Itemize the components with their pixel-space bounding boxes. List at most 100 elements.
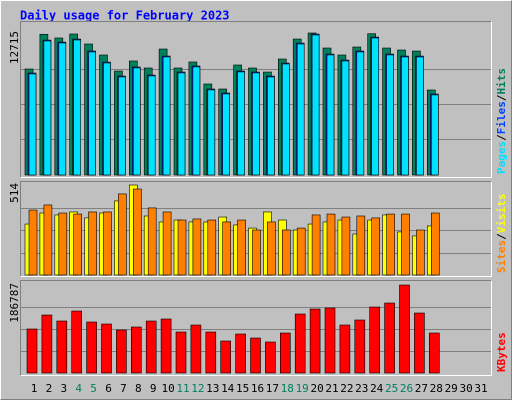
x-tick-label: 7 <box>120 382 127 395</box>
bar <box>222 93 230 176</box>
panel-edge-light <box>20 21 492 178</box>
bar <box>369 306 381 374</box>
panel-edge-light <box>20 181 492 277</box>
bar <box>88 51 96 176</box>
x-tick-label: 19 <box>296 382 309 395</box>
bar <box>281 229 291 276</box>
bar <box>281 63 290 176</box>
bar <box>162 211 172 276</box>
bar <box>326 54 335 176</box>
bar <box>190 324 202 374</box>
bar <box>205 331 217 374</box>
bar <box>311 34 320 176</box>
panel-edge-light <box>20 280 492 376</box>
bar <box>414 312 425 374</box>
x-tick-label: 18 <box>281 382 294 395</box>
panel-edge-dark <box>20 181 492 277</box>
bar <box>192 66 201 176</box>
bar <box>401 213 410 276</box>
x-tick-label: 21 <box>325 382 338 395</box>
x-tick-label: 28 <box>430 382 443 395</box>
x-tick-label: 26 <box>400 382 413 395</box>
bar <box>356 51 365 176</box>
x-tick-label: 30 <box>459 382 472 395</box>
x-tick-label: 13 <box>206 382 219 395</box>
bar <box>207 89 216 176</box>
bar <box>386 54 394 176</box>
bar <box>116 329 127 374</box>
bar <box>162 56 171 176</box>
bar <box>222 221 231 276</box>
x-tick-label: 24 <box>370 382 384 395</box>
bar <box>43 40 52 176</box>
bar <box>267 221 276 276</box>
bar <box>252 229 261 276</box>
x-tick-label: 3 <box>60 382 67 395</box>
bar <box>177 72 186 176</box>
x-tick-label: 25 <box>385 382 398 395</box>
bar <box>133 67 141 176</box>
x-tick-label: 14 <box>221 382 235 395</box>
x-tick-label: 1 <box>31 382 38 395</box>
bar <box>428 332 440 374</box>
x-tick-label: 16 <box>251 382 264 395</box>
x-tick-label: 4 <box>75 382 82 395</box>
bar <box>416 229 425 276</box>
x-tick-label: 27 <box>415 382 428 395</box>
bar <box>354 319 366 374</box>
bar <box>237 219 246 276</box>
bar <box>86 321 97 374</box>
bar <box>71 310 82 374</box>
bar <box>296 227 306 276</box>
bar <box>237 71 245 176</box>
x-tick-label: 29 <box>445 382 458 395</box>
bar <box>324 307 336 374</box>
bar <box>430 212 440 276</box>
bar <box>118 76 126 176</box>
x-tick-label: 5 <box>90 382 97 395</box>
chart-title: Daily usage for February 2023 <box>20 9 230 23</box>
bar <box>103 211 112 276</box>
bar <box>175 331 187 374</box>
bar <box>73 213 82 276</box>
legend: Sites/Visits <box>495 194 508 274</box>
bar <box>267 76 275 176</box>
legend-separator: / <box>495 233 508 240</box>
x-tick-label: 6 <box>105 382 112 395</box>
bar <box>356 215 366 276</box>
bar <box>294 313 306 374</box>
legend-entry: Visits <box>495 194 508 234</box>
bar <box>147 207 157 276</box>
bar <box>118 193 127 276</box>
bar <box>101 323 112 374</box>
bar <box>311 214 321 276</box>
legend-entry: KBytes <box>495 332 508 372</box>
bar <box>386 213 395 276</box>
bar <box>207 219 217 276</box>
x-tick-label: 8 <box>135 382 142 395</box>
bar <box>309 308 321 374</box>
legend-separator: / <box>495 94 508 101</box>
panel-edge-dark <box>20 280 492 376</box>
y-tick-label: 514 <box>8 183 21 203</box>
bar <box>279 332 291 374</box>
bar <box>220 340 231 374</box>
bar <box>26 328 38 374</box>
bar <box>28 209 38 276</box>
legend-separator: / <box>495 134 508 141</box>
bar <box>28 73 37 176</box>
legend-entry: Hits <box>495 68 508 95</box>
bar <box>401 56 409 176</box>
bar <box>371 37 380 176</box>
x-tick-label: 15 <box>236 382 249 395</box>
bar <box>43 204 53 276</box>
y-tick-label: 186787 <box>8 283 21 323</box>
bar <box>250 337 261 374</box>
legend: KBytes <box>495 332 508 372</box>
x-tick-label: 2 <box>46 382 53 395</box>
bar <box>131 326 142 374</box>
panel-edge-dark <box>20 21 492 178</box>
bar <box>73 39 81 176</box>
